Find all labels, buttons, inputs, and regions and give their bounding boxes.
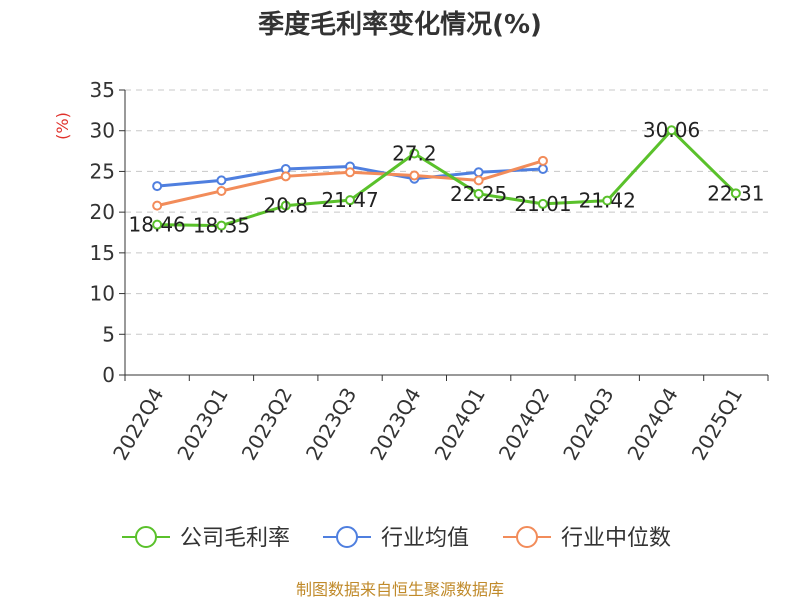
x-tick-label-2025Q1: 2025Q1: [687, 384, 747, 465]
point-s0-2023Q1: [216, 220, 227, 231]
legend-item-0[interactable]: 公司毛利率: [122, 526, 290, 551]
x-tick-label-2023Q2: 2023Q2: [237, 384, 297, 465]
point-s2-2023Q1: [216, 185, 227, 196]
data-label-2023Q3: 21.47: [321, 188, 378, 212]
data-labels: 18.46 18.35 20.8 21.47 27.2 22.25 21.01 21.42 30…: [129, 118, 765, 237]
y-tick-label-0: 0: [102, 363, 115, 387]
x-tick-label-2023Q4: 2023Q4: [365, 384, 425, 465]
legend-item-2[interactable]: 行业中位数: [503, 526, 671, 551]
y-tick-label-10: 10: [90, 282, 115, 306]
data-label-2024Q1: 22.25: [450, 182, 507, 206]
point-s2-2024Q2: [537, 155, 548, 166]
source-note: 制图数据来自恒生聚源数据库: [296, 580, 504, 599]
point-s0-2024Q3: [602, 195, 613, 206]
point-s2-2023Q2: [280, 171, 291, 182]
point-s0-2024Q2: [537, 198, 548, 209]
point-s0-2024Q4: [666, 125, 677, 136]
point-s1-2023Q1: [216, 175, 227, 186]
y-tick-label-25: 25: [90, 159, 115, 183]
point-s0-2023Q3: [345, 195, 356, 206]
point-s2-2023Q3: [345, 167, 356, 178]
y-tick-label-15: 15: [90, 241, 115, 265]
y-tick-label-35: 35: [90, 78, 115, 102]
point-s0-2023Q4: [409, 148, 420, 159]
grid-lines: [125, 89, 768, 335]
x-tick-label-2024Q4: 2024Q4: [622, 384, 682, 465]
data-label-2022Q4: 18.46: [129, 213, 186, 237]
legend-label-2: 行业中位数: [561, 526, 671, 551]
chart-title: 季度毛利率变化情况(%): [258, 9, 542, 40]
data-label-2023Q4: 27.2: [392, 142, 437, 166]
legend-swatch-marker-1: [336, 526, 358, 548]
y-tick-label-20: 20: [90, 200, 115, 224]
data-label-2023Q2: 20.8: [263, 194, 308, 218]
point-s2-2023Q4: [409, 170, 420, 181]
x-tick-label-2023Q1: 2023Q1: [172, 384, 232, 465]
x-tick-label-2023Q3: 2023Q3: [301, 384, 361, 465]
point-s0-2025Q1: [730, 188, 741, 199]
point-s1-2024Q2: [537, 163, 548, 174]
legend-label-1: 行业均值: [381, 526, 469, 551]
point-s2-2022Q4: [152, 200, 163, 211]
point-s1-2024Q1: [473, 167, 484, 178]
x-tick-label-2024Q3: 2024Q3: [558, 384, 618, 465]
data-label-2025Q1: 22.31: [707, 181, 764, 205]
x-tick-label-2024Q2: 2024Q2: [494, 384, 554, 465]
legend-swatch-marker-2: [516, 526, 538, 548]
x-tick-label-2022Q4: 2022Q4: [108, 384, 168, 465]
series-lines: [152, 125, 741, 231]
point-s0-2022Q4: [152, 219, 163, 230]
y-tick-label-30: 30: [90, 119, 115, 143]
point-s0-2023Q2: [280, 200, 291, 211]
x-tick-label-2024Q1: 2024Q1: [430, 384, 490, 465]
data-label-2024Q3: 21.42: [579, 189, 636, 213]
legend-swatch-marker-0: [135, 526, 157, 548]
y-tick-label-5: 5: [102, 322, 115, 346]
data-label-2023Q1: 18.35: [193, 214, 250, 238]
legend-label-0: 公司毛利率: [180, 526, 290, 551]
legend-item-1[interactable]: 行业均值: [323, 526, 469, 551]
point-s1-2022Q4: [152, 181, 163, 192]
data-label-2024Q2: 21.01: [514, 192, 571, 216]
legend[interactable]: 公司毛利率 行业均值 行业中位数: [122, 526, 671, 551]
point-s2-2024Q1: [473, 175, 484, 186]
series-line-0: [157, 128, 737, 228]
data-label-2024Q4: 30.06: [643, 118, 700, 142]
y-axis-unit: (%): [53, 112, 72, 140]
point-s0-2024Q1: [473, 188, 484, 199]
